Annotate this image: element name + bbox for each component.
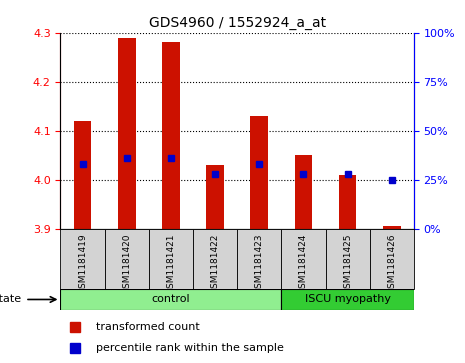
Bar [149,229,193,289]
Bar [281,289,414,310]
Text: percentile rank within the sample: percentile rank within the sample [96,343,284,354]
Text: GSM1181426: GSM1181426 [387,233,396,294]
Text: GSM1181419: GSM1181419 [78,233,87,294]
Text: GSM1181421: GSM1181421 [166,233,175,294]
Bar [162,42,180,229]
Bar [118,37,136,229]
Bar [237,229,281,289]
Bar [295,155,312,229]
Text: control: control [152,294,190,305]
Text: disease state: disease state [0,294,21,305]
Text: GSM1181422: GSM1181422 [211,233,219,294]
Bar [60,229,105,289]
Bar [60,289,281,310]
Text: GSM1181420: GSM1181420 [122,233,131,294]
Bar [206,165,224,229]
Title: GDS4960 / 1552924_a_at: GDS4960 / 1552924_a_at [149,16,326,30]
Bar [339,175,356,229]
Text: GSM1181424: GSM1181424 [299,233,308,294]
Bar [370,229,414,289]
Text: ISCU myopathy: ISCU myopathy [305,294,391,305]
Bar [250,116,268,229]
Bar [281,229,326,289]
Bar [193,229,237,289]
Bar [326,229,370,289]
Bar [105,229,149,289]
Text: GSM1181423: GSM1181423 [255,233,264,294]
Text: transformed count: transformed count [96,322,199,332]
Bar [383,226,401,229]
Bar [73,121,91,229]
Text: GSM1181425: GSM1181425 [343,233,352,294]
